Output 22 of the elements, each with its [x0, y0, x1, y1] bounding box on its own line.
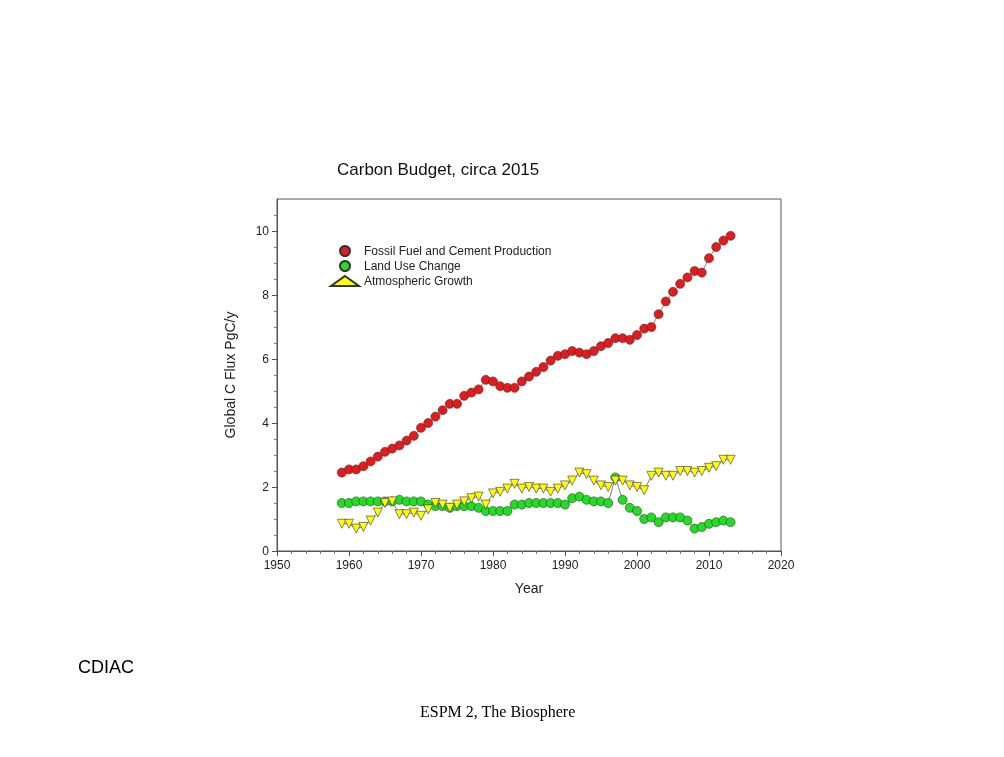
legend-label: Atmospheric Growth	[364, 274, 473, 288]
chart-title: Carbon Budget, circa 2015	[337, 160, 540, 179]
x-axis-title: Year	[514, 580, 544, 596]
text: CDIAC	[78, 657, 135, 677]
x-tick-label: 2000	[623, 558, 651, 572]
legend-label: Land Use Change	[364, 259, 462, 273]
y-tick-label: 6	[262, 352, 270, 366]
text: ESPM 2, The Biosphere	[420, 702, 576, 721]
x-tick-label: 2010	[695, 558, 723, 572]
x-tick-label: 1960	[335, 558, 363, 572]
x-tick-label: 1970	[407, 558, 435, 572]
y-tick-label: 2	[262, 480, 270, 494]
y-tick-label: 10	[255, 224, 270, 238]
x-tick-label: 1990	[551, 558, 579, 572]
x-tick-label: 1980	[479, 558, 507, 572]
y-tick-label: 4	[262, 416, 270, 430]
legend-label: Fossil Fuel and Cement Production	[364, 244, 552, 258]
y-axis-title: Global C Flux PgC/y	[222, 311, 238, 439]
x-tick-label: 2020	[767, 558, 795, 572]
x-tick-label: 1950	[263, 558, 291, 572]
y-tick-label: 0	[262, 544, 270, 558]
y-tick-label: 8	[262, 288, 270, 302]
